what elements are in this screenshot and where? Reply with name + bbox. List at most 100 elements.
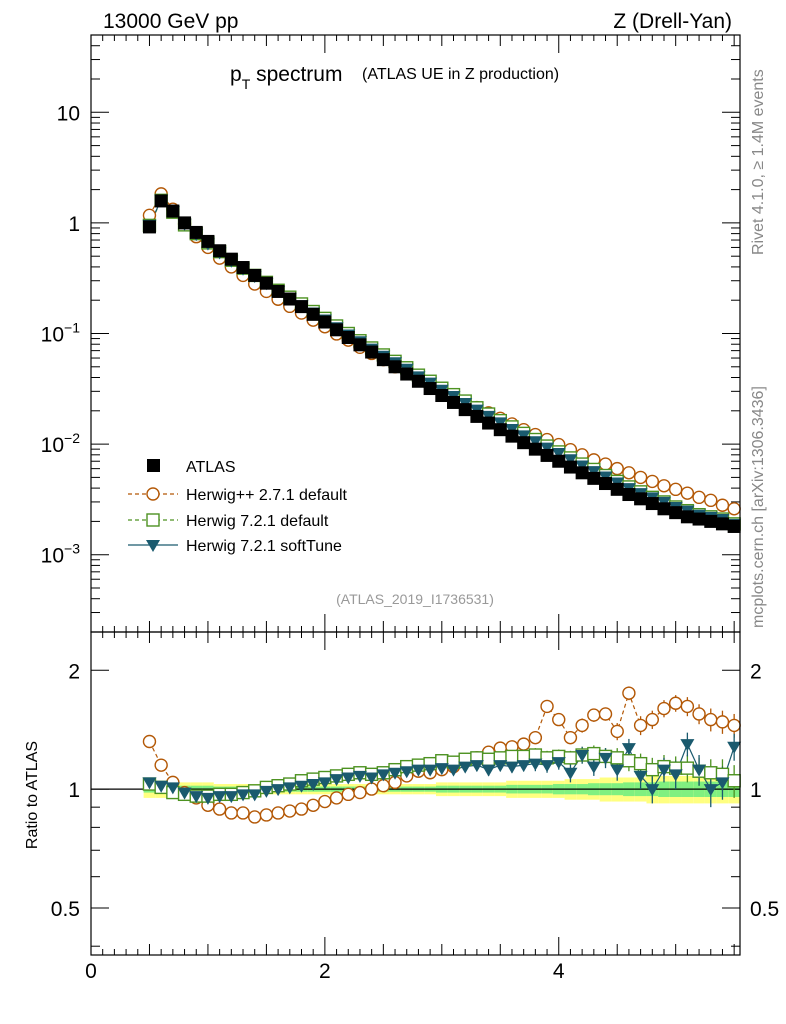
ratio-point-softtune — [399, 766, 414, 779]
ratio-point-softtune — [656, 764, 671, 777]
ratio-point-herwigpp — [341, 787, 355, 802]
point-softtune — [540, 442, 555, 455]
ratio-point-herwigpp — [318, 794, 332, 809]
plot-title-p: p — [230, 63, 242, 86]
plot-subtitle: (ATLAS UE in Z production) — [362, 66, 559, 83]
point-atlas — [552, 454, 566, 468]
ratio-point-herwigpp — [704, 712, 718, 727]
point-atlas — [715, 517, 729, 531]
plot-title: pT spectrum — [230, 63, 342, 92]
ratio-point-softtune — [189, 791, 204, 804]
y-tick-label: 1 — [68, 213, 80, 236]
ratio-point-softtune — [633, 770, 648, 783]
ratio-point-softtune — [493, 760, 508, 773]
point-atlas — [575, 466, 589, 480]
y-tick-label-base: 10 — [41, 434, 64, 457]
ratio-point-herwigpp — [353, 785, 367, 800]
ratio-point-herwig721 — [727, 774, 741, 788]
point-herwigpp — [610, 461, 624, 476]
rivet-label: Rivet 4.1.0, ≥ 1.4M events — [750, 69, 767, 255]
ratio-point-herwig721 — [633, 756, 648, 771]
ratio-point-softtune — [388, 767, 403, 780]
point-atlas — [622, 488, 636, 502]
ratio-point-softtune — [598, 752, 613, 765]
ratio-point-softtune — [271, 784, 286, 797]
ratio-point-herwigpp — [727, 718, 741, 733]
ratio-point-softtune — [282, 782, 297, 795]
x-tick-label: 4 — [553, 960, 565, 983]
point-atlas — [505, 429, 519, 443]
ratio-point-softtune — [668, 769, 683, 782]
ratio-point-softtune — [458, 761, 473, 774]
point-softtune — [528, 436, 543, 449]
ratio-point-herwig721 — [610, 751, 624, 765]
ratio-point-herwigpp — [645, 712, 659, 727]
ratio-y-tick-label: 2 — [68, 660, 80, 683]
point-atlas — [142, 220, 156, 234]
point-atlas — [517, 436, 531, 450]
ratio-point-herwigpp — [364, 782, 379, 796]
ratio-point-softtune — [715, 777, 730, 790]
legend-marker-softtune — [146, 540, 160, 552]
point-atlas — [669, 506, 683, 520]
legend-label-herwigpp: Herwig++ 2.7.1 default — [186, 487, 348, 504]
ratio-point-herwigpp — [248, 810, 262, 824]
ratio-point-softtune — [306, 779, 321, 792]
ratio-point-herwigpp — [283, 804, 297, 818]
process-label: Z (Drell-Yan) — [613, 10, 732, 33]
ratio-point-softtune — [469, 760, 484, 773]
ratio-point-softtune — [446, 764, 461, 777]
point-atlas — [248, 268, 262, 282]
ratio-point-softtune — [376, 769, 391, 782]
legend-marker-herwigpp — [146, 487, 160, 501]
point-atlas — [528, 442, 542, 456]
point-softtune — [563, 454, 578, 467]
ratio-point-softtune — [586, 761, 601, 774]
ratio-point-herwig721 — [704, 766, 718, 780]
ratio-point-herwigpp — [633, 718, 648, 733]
x-tick-label: 0 — [85, 960, 97, 983]
point-softtune — [551, 448, 566, 461]
ratio-point-herwigpp — [154, 758, 168, 772]
ratio-point-softtune — [177, 787, 192, 800]
ratio-point-softtune — [341, 772, 356, 785]
ratio-point-softtune — [645, 784, 660, 797]
point-atlas — [353, 338, 367, 352]
ratio-point-herwig721 — [505, 749, 519, 764]
y-tick-label: 10 — [57, 102, 80, 125]
point-atlas — [470, 409, 484, 423]
ratio-point-herwigpp — [668, 696, 683, 710]
ratio-frame — [90, 631, 741, 956]
point-atlas — [166, 204, 180, 218]
ratio-point-softtune — [610, 764, 625, 777]
x-tick-label: 2 — [319, 960, 331, 983]
ratio-y-tick-label: 1 — [68, 779, 80, 802]
point-herwigpp — [727, 502, 741, 516]
ratio-point-softtune — [575, 750, 590, 763]
plot-title-rest: spectrum — [250, 63, 342, 86]
ratio-point-softtune — [317, 777, 332, 790]
ratio-point-softtune — [294, 780, 309, 793]
point-atlas — [610, 482, 624, 496]
legend-label-herwig721: Herwig 7.2.1 default — [186, 513, 329, 530]
point-atlas — [201, 234, 215, 248]
point-atlas — [645, 497, 659, 511]
ratio-point-softtune — [551, 757, 566, 770]
ratio-point-herwig721 — [587, 746, 601, 761]
point-atlas — [540, 448, 554, 462]
ratio-point-herwigpp — [715, 715, 730, 729]
ratio-point-herwigpp — [610, 724, 624, 739]
y-tick-label-base: 10 — [41, 324, 64, 347]
point-atlas — [458, 403, 472, 417]
ratio-point-herwigpp — [516, 737, 531, 751]
point-herwigpp — [715, 498, 730, 512]
beam-label: 13000 GeV pp — [103, 10, 238, 33]
point-herwigpp — [692, 490, 706, 505]
y-tick-label: 10−2 — [41, 430, 81, 457]
ratio-point-herwigpp — [528, 730, 543, 745]
y-tick-label-base: 10 — [41, 545, 64, 568]
ratio-point-herwigpp — [142, 734, 157, 749]
ratio-point-herwigpp — [212, 802, 227, 816]
point-atlas — [189, 225, 203, 239]
